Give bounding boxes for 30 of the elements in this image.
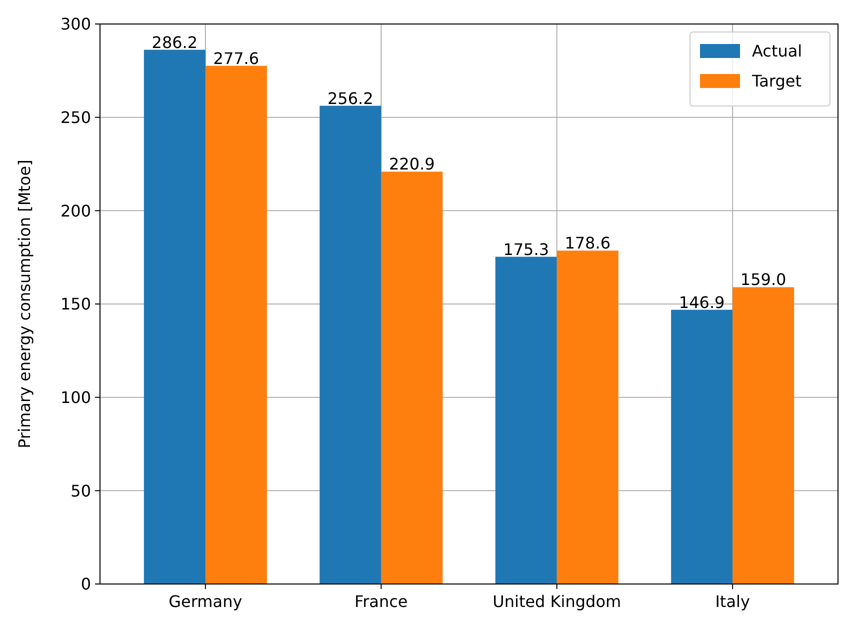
bar bbox=[495, 256, 557, 584]
y-tick-label: 300 bbox=[60, 14, 91, 34]
legend-label: Target bbox=[751, 72, 802, 91]
x-tick-label: France bbox=[354, 592, 408, 611]
text: 146.9 bbox=[678, 292, 725, 312]
bar bbox=[671, 310, 733, 584]
x-tick-label: United Kingdom bbox=[492, 592, 622, 611]
y-tick-label: 100 bbox=[60, 388, 91, 407]
y-axis-title: Primary energy consumption [Mtoe] bbox=[15, 160, 34, 448]
text: 178.6 bbox=[564, 234, 611, 253]
text: 286.2 bbox=[152, 32, 198, 52]
bar bbox=[144, 50, 206, 584]
legend-label: Actual bbox=[752, 42, 802, 61]
bar bbox=[205, 66, 267, 584]
y-tick-label: 50 bbox=[70, 481, 91, 500]
x-tick-label: Germany bbox=[168, 592, 242, 611]
bar bbox=[556, 250, 618, 584]
bar bbox=[732, 287, 794, 584]
x-tick-label: Italy bbox=[715, 592, 750, 611]
y-tick-label: 150 bbox=[60, 294, 91, 314]
text: 220.9 bbox=[388, 154, 435, 174]
bar bbox=[381, 172, 443, 584]
y-tick-label: 250 bbox=[60, 108, 91, 127]
text: 256.2 bbox=[327, 88, 374, 108]
text: 277.6 bbox=[213, 48, 260, 68]
text: 175.3 bbox=[503, 240, 550, 259]
bar bbox=[320, 106, 382, 584]
text: 159.0 bbox=[740, 270, 786, 290]
y-tick-label: 200 bbox=[60, 201, 91, 220]
y-tick-label: 0 bbox=[80, 574, 91, 594]
